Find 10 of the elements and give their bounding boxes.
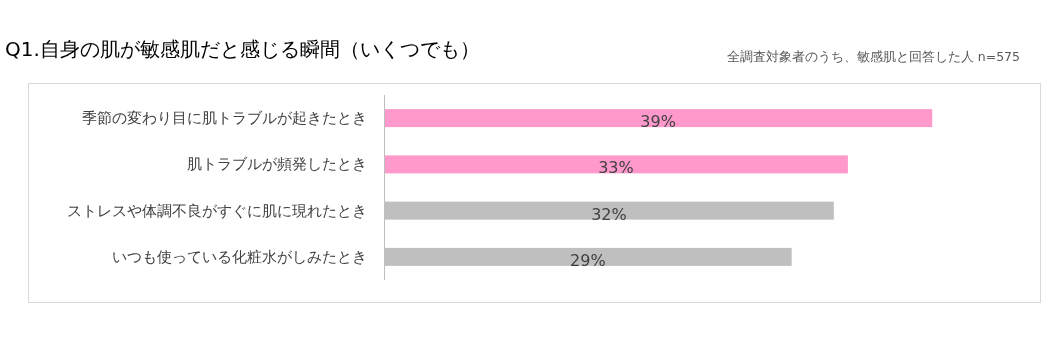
title: Q1.自身の肌が敏感肌だと感じる瞬間（いくつでも） xyxy=(5,37,480,61)
category: いつも使っている化粧水がしみたとき xyxy=(112,248,367,265)
value-label: 33% xyxy=(598,158,634,178)
value-label: 29% xyxy=(570,250,606,270)
annotation: 全調査対象者のうち、敏感肌と回答した人 n=575 xyxy=(726,49,1020,64)
value-label: 39% xyxy=(640,112,676,132)
category: 肌トラブルが頻発したとき xyxy=(187,156,367,173)
category: 季節の変わり目に肌トラブルが起きたとき xyxy=(82,110,367,127)
value-label: 32% xyxy=(591,204,627,224)
category: ストレスや体調不良がすぐに肌に現れたとき xyxy=(67,202,367,219)
